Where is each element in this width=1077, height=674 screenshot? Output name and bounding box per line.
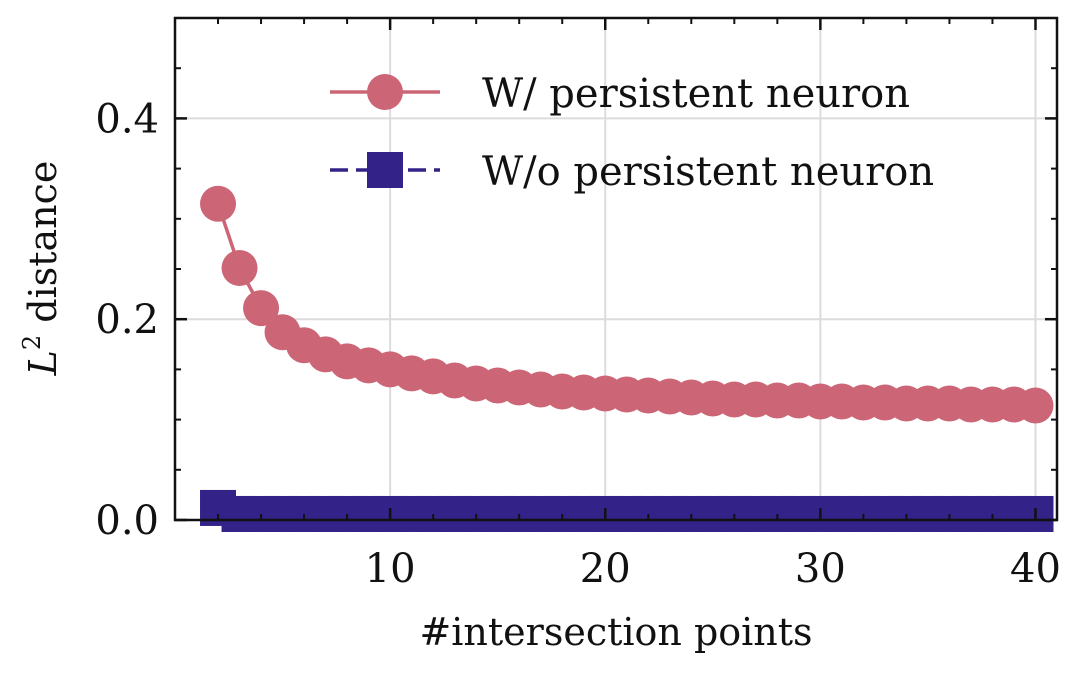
legend-marker-square [367, 152, 403, 188]
x-tick-label: 10 [365, 546, 416, 592]
y-tick-labels: 0.0 0.2 0.4 [95, 96, 159, 544]
y-tick-label: 0.2 [95, 297, 159, 343]
legend: W/ persistent neuron W/o persistent neur… [330, 71, 934, 195]
y-axis-title: L2 distance [18, 161, 65, 377]
data-point [1017, 387, 1054, 424]
axis-ticks [175, 18, 1057, 522]
data-point [200, 185, 237, 222]
x-tick-label: 20 [580, 546, 631, 592]
series-with-persistent-neuron [200, 185, 1054, 424]
series-layer [200, 185, 1054, 532]
x-axis-title: #intersection points [419, 610, 812, 654]
data-point [243, 290, 280, 327]
legend-label-without-persistent: W/o persistent neuron [482, 149, 934, 195]
series-without-persistent-neuron [200, 489, 1054, 532]
legend-marker-circle [367, 74, 403, 110]
y-tick-label: 0.4 [95, 96, 159, 142]
y-axis-text: distance [21, 161, 65, 323]
y-axis-superscript: 2 [18, 335, 46, 350]
x-tick-label: 40 [1010, 546, 1061, 592]
legend-label-with-persistent: W/ persistent neuron [482, 71, 910, 117]
y-axis-symbol: L [21, 350, 65, 376]
x-tick-labels: 10 20 30 40 [365, 546, 1061, 592]
y-tick-label: 0.0 [95, 498, 159, 544]
legend-entry-without-persistent: W/o persistent neuron [330, 149, 934, 195]
y-axis-space [21, 323, 65, 335]
legend-entry-with-persistent: W/ persistent neuron [330, 71, 910, 117]
data-point [221, 249, 258, 286]
x-tick-label: 30 [795, 546, 846, 592]
